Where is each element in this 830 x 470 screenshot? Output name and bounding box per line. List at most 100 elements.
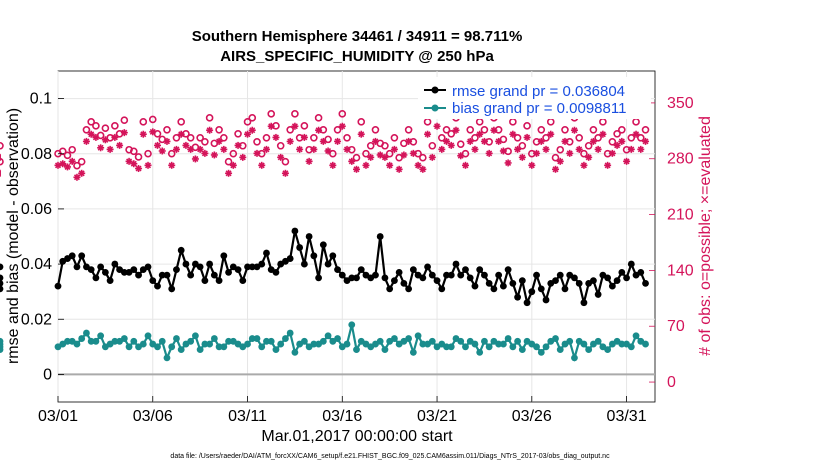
obs-evaluated-marker (585, 153, 593, 161)
bias-point (144, 332, 152, 340)
obs-evaluated-marker (452, 126, 460, 134)
obs-evaluated-marker (73, 173, 81, 181)
bias-point (64, 337, 71, 345)
bias-point (177, 346, 185, 353)
rmse-point (286, 255, 294, 262)
obs-possible-marker (513, 133, 522, 142)
obs-evaluated-marker (182, 141, 190, 149)
obs-possible-marker (343, 133, 351, 142)
obs-possible-marker (139, 118, 148, 126)
rmse-point (514, 293, 521, 301)
x-tick-label: 03/26 (512, 408, 552, 425)
rmse-point (348, 274, 356, 282)
obs-evaluated-marker (608, 149, 616, 157)
obs-evaluated-marker (191, 155, 199, 163)
obs-evaluated-marker (168, 161, 176, 169)
bias-point (87, 337, 95, 345)
obs-evaluated-marker (637, 145, 645, 153)
x-tick-label: 03/01 (38, 408, 78, 425)
bias-point (139, 340, 147, 348)
rmse-point (196, 263, 204, 271)
rmse-point (0, 274, 4, 282)
obs-evaluated-marker (428, 153, 436, 161)
rmse-point (637, 268, 645, 276)
bias-point (414, 332, 422, 340)
rmse-point (481, 271, 488, 279)
obs-evaluated-marker (262, 145, 270, 153)
y-tick-label: 0.04 (21, 256, 52, 273)
obs-possible-marker (248, 114, 257, 122)
obs-possible-marker (608, 137, 617, 146)
rmse-point (419, 274, 427, 282)
obs-evaluated-marker (514, 145, 522, 153)
obs-evaluated-marker (400, 151, 408, 159)
rmse-point (130, 266, 138, 273)
obs-evaluated-marker (552, 165, 559, 173)
rmse-point (476, 266, 484, 273)
rmse-point (438, 285, 446, 293)
obs-possible-marker (556, 145, 565, 154)
rmse-point (533, 271, 540, 279)
rmse-point (168, 285, 176, 293)
obs-evaluated-marker (63, 163, 71, 171)
obs-possible-marker (87, 118, 95, 126)
obs-possible-marker (243, 118, 252, 126)
rmse-point (556, 271, 564, 279)
y-right-tick-label: 350 (667, 95, 694, 112)
obs-evaluated-marker (570, 126, 578, 134)
obs-evaluated-marker (523, 133, 531, 141)
obs-possible-marker (163, 126, 171, 134)
bias-point (220, 343, 228, 351)
rmse-point (187, 271, 195, 279)
obs-evaluated-marker (267, 122, 275, 130)
obs-evaluated-marker (561, 137, 569, 145)
obs-evaluated-marker (319, 137, 327, 145)
rmse-point (220, 252, 228, 260)
rmse-point (338, 271, 346, 279)
obs-possible-marker (134, 153, 143, 161)
legend-rmse-marker (431, 86, 439, 94)
rmse-point (405, 285, 413, 293)
obs-evaluated-marker (144, 161, 152, 169)
obs-evaluated-marker (504, 159, 512, 167)
y-tick-label: 0.02 (21, 311, 52, 328)
bias-point (201, 340, 209, 348)
bias-point (291, 348, 299, 356)
obs-evaluated-marker (348, 157, 356, 165)
rmse-point (135, 271, 142, 279)
bias-point (277, 340, 285, 348)
rmse-point (608, 282, 616, 290)
obs-evaluated-marker (618, 137, 626, 145)
obs-evaluated-marker (286, 137, 294, 145)
obs-possible-marker (357, 118, 366, 126)
rmse-point (561, 285, 569, 293)
obs-evaluated-marker (253, 149, 261, 157)
obs-possible-marker (215, 126, 223, 134)
y-axis-ticks: 0 0.02 0.04 0.06 0.08 0.1 (21, 91, 64, 383)
bias-point (130, 337, 138, 345)
obs-evaluated-marker (272, 133, 280, 141)
obs-possible-marker (371, 126, 380, 134)
obs-evaluated-marker (386, 161, 394, 169)
obs-evaluated-marker (234, 141, 242, 149)
rmse-point (391, 277, 398, 285)
rmse-point (452, 260, 460, 268)
obs-evaluated-marker (528, 161, 536, 169)
x-tick-label: 03/06 (133, 408, 173, 425)
bias-point (504, 335, 512, 342)
obs-possible-marker (613, 129, 621, 138)
bias-point (604, 346, 612, 353)
rmse-point (258, 260, 266, 268)
rmse-point (158, 271, 166, 279)
bias-series (0, 321, 649, 362)
y-tick-label: 0.08 (21, 146, 52, 163)
rmse-point (296, 244, 304, 251)
rmse-point (594, 291, 602, 298)
obs-possible-marker (542, 133, 550, 142)
obs-possible-marker (0, 141, 4, 150)
obs-evaluated-marker (116, 141, 124, 149)
rmse-point (78, 252, 86, 260)
obs-evaluated-marker (509, 130, 517, 138)
rmse-point (111, 260, 119, 268)
